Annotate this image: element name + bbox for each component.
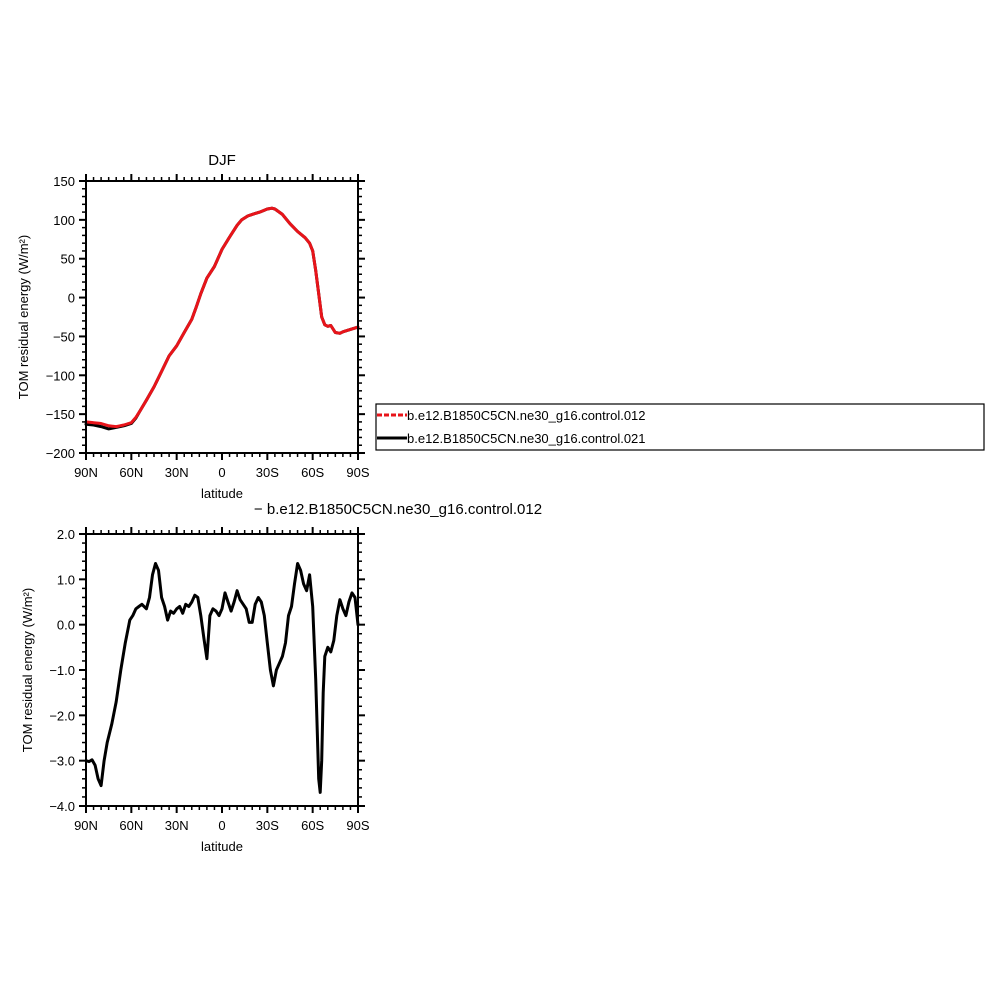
bottom-y-tick-label-0: 2.0 [57, 527, 75, 542]
legend-box [375, 403, 985, 451]
top-x-tick-label-4: 30S [256, 465, 279, 480]
bottom-chart-series [84, 562, 360, 794]
top-y-tick-label-5: −100 [46, 368, 75, 383]
top-y-tick-label-2: 50 [61, 252, 75, 267]
top-y-tick-label-3: 0 [68, 291, 75, 306]
bottom-y-tick-label-3: −1.0 [49, 663, 75, 678]
legend: b.e12.B1850C5CN.ne30_g16.control.012 b.e… [375, 403, 985, 451]
top-x-tick-label-1: 60N [119, 465, 143, 480]
bottom-chart-title: − b.e12.B1850C5CN.ne30_g16.control.012 [254, 501, 542, 518]
top-y-tick-label-7: −200 [46, 446, 75, 461]
bottom-x-tick-label-2: 30N [165, 818, 189, 833]
top-series-line-0 [84, 206, 360, 431]
top-x-tick-label-2: 30N [165, 465, 189, 480]
top-y-tick-label-4: −50 [53, 329, 75, 344]
top-y-tick-label-6: −150 [46, 407, 75, 422]
top-chart-xlabel: latitude [201, 486, 243, 501]
bottom-y-tick-label-2: 0.0 [57, 618, 75, 633]
bottom-series-line-0 [84, 562, 360, 794]
legend-label-021: b.e12.B1850C5CN.ne30_g16.control.021 [407, 431, 646, 446]
bottom-x-tick-label-4: 30S [256, 818, 279, 833]
top-x-tick-label-0: 90N [74, 465, 98, 480]
top-y-tick-label-1: 100 [53, 213, 75, 228]
bottom-y-tick-label-5: −3.0 [49, 754, 75, 769]
top-chart-series [84, 206, 360, 431]
top-x-tick-label-3: 0 [218, 465, 225, 480]
top-y-tick-label-0: 150 [53, 174, 75, 189]
bottom-y-tick-label-1: 1.0 [57, 572, 75, 587]
bottom-chart-xlabel: latitude [201, 839, 243, 854]
top-chart-ylabel: TOM residual energy (W/m²) [16, 235, 31, 399]
bottom-x-tick-label-6: 90S [346, 818, 369, 833]
top-x-tick-label-5: 60S [301, 465, 324, 480]
bottom-panel: − b.e12.B1850C5CN.ne30_g16.control.012 9… [20, 501, 542, 854]
top-chart-ticks: 90N 60N 30N 0 30S 60S 90S 150 100 50 0 −50 −100 −150 −… [46, 174, 370, 480]
legend-label-012: b.e12.B1850C5CN.ne30_g16.control.012 [407, 408, 646, 423]
bottom-x-tick-label-0: 90N [74, 818, 98, 833]
top-panel: DJF 90N 60N 30N 0 30S 60S 90S 150 100 50 0 −50 −100 −… [16, 152, 370, 501]
top-chart-title: DJF [208, 152, 236, 169]
bottom-x-tick-label-5: 60S [301, 818, 324, 833]
bottom-x-tick-label-1: 60N [119, 818, 143, 833]
top-series-line-1 [84, 206, 360, 429]
bottom-chart-ylabel: TOM residual energy (W/m²) [20, 588, 35, 752]
bottom-y-tick-label-6: −4.0 [49, 799, 75, 814]
top-chart-frame [85, 180, 359, 454]
top-x-tick-label-6: 90S [346, 465, 369, 480]
bottom-chart-ticks: 90N 60N 30N 0 30S 60S 90S 2.0 1.0 0.0 −1.0 −2.0 −3.0… [49, 527, 370, 833]
bottom-y-tick-label-4: −2.0 [49, 708, 75, 723]
bottom-x-tick-label-3: 0 [218, 818, 225, 833]
